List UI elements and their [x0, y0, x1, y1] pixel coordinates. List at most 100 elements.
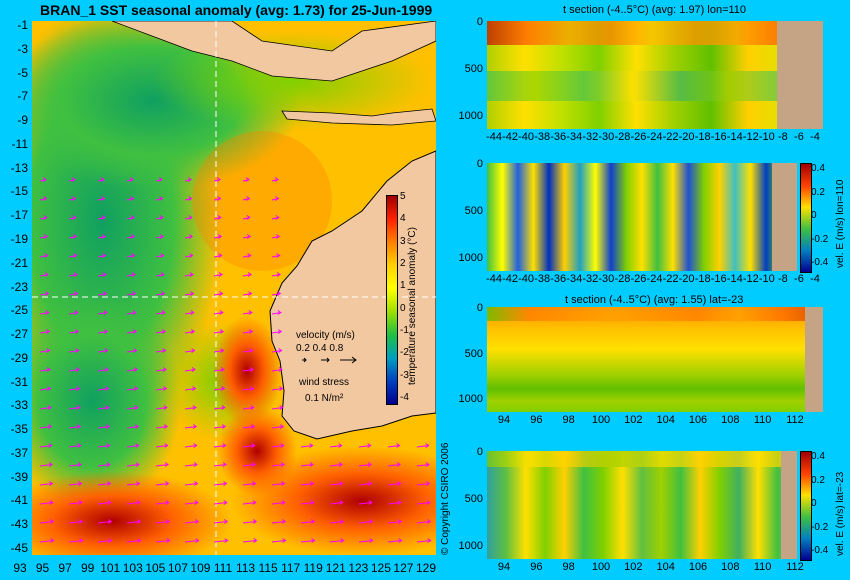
wind-arrow: [68, 272, 78, 277]
panel2-x-tick: -18: [694, 273, 711, 285]
wind-arrow: [242, 291, 253, 296]
wind-arrow: [68, 405, 81, 410]
wind-arrow: [242, 367, 254, 372]
wind-arrow: [213, 215, 222, 220]
wind-arrow: [155, 291, 166, 296]
wind-arrow: [271, 329, 283, 334]
wind-arrow: [358, 462, 372, 467]
wind-arrow: [126, 519, 142, 524]
wind-arrow: [97, 177, 105, 182]
map-lat-tick: -17: [10, 208, 28, 223]
panel3-t-section-lat-23[interactable]: [487, 307, 823, 412]
panel3-x-tick: 100: [591, 414, 611, 426]
panel4-land: [781, 451, 797, 559]
map-lat-tick: -7: [17, 89, 28, 104]
wind-arrow: [97, 196, 106, 201]
wind-arrow: [213, 272, 223, 277]
wind-arrow: [242, 234, 252, 239]
wind-arrow: [155, 424, 169, 429]
panel2-y-tick: 0: [476, 158, 483, 170]
panel2-x-tick: -22: [662, 273, 679, 285]
panel1-title: t section (-4..5°C) (avg: 1.97) lon=110: [563, 4, 747, 16]
panel2-x-tick: -38: [534, 273, 551, 285]
wind-arrow: [271, 367, 283, 372]
wind-arrow: [213, 253, 223, 258]
wind-arrow: [68, 329, 80, 334]
wind-arrow: [126, 538, 142, 543]
map-lat-tick: -43: [10, 517, 28, 532]
wind-arrow: [387, 462, 401, 467]
map-lat-tick: -31: [10, 374, 28, 389]
wind-arrow: [242, 519, 258, 524]
wind-arrow: [97, 386, 110, 391]
wind-arrow: [300, 462, 314, 467]
wind-arrow: [242, 310, 253, 315]
map-lat-tick: -9: [17, 113, 28, 128]
wind-arrow: [68, 519, 84, 524]
panel4-x-tick: 106: [688, 561, 708, 573]
wind-arrow: [155, 196, 164, 201]
wind-arrow: [184, 386, 197, 391]
wind-arrow: [271, 215, 280, 220]
wind-arrow: [416, 519, 432, 524]
panel4-colorbar: [800, 451, 812, 561]
wind-arrow: [271, 405, 284, 410]
velocity-legend-arrows: [302, 356, 357, 364]
wind-arrow: [213, 329, 225, 334]
wind-arrow: [39, 519, 55, 524]
panel3-x-tick: 98: [562, 414, 575, 426]
wind-arrow: [358, 481, 373, 486]
panel2-x-tick: -16: [710, 273, 727, 285]
map-lon-tick: 119: [303, 561, 323, 575]
wind-arrow: [68, 215, 77, 220]
wind-arrow: [39, 386, 52, 391]
wind-arrow: [126, 329, 138, 334]
wind-arrow: [126, 405, 139, 410]
map-lat-tick: -35: [10, 422, 28, 437]
panel2-colorbar-tick: 0.2: [811, 186, 825, 198]
wind-arrow: [97, 500, 112, 505]
wind-arrow: [300, 443, 314, 448]
wind-arrow: [329, 443, 343, 448]
wind-arrow: [213, 462, 227, 467]
map-lat-tick: -3: [17, 41, 28, 56]
wind-arrow: [39, 367, 51, 372]
wind-arrow: [416, 538, 432, 543]
wind-arrow: [184, 234, 194, 239]
wind-arrow: [213, 291, 224, 296]
wind-arrow: [155, 177, 163, 182]
wind-arrow: [68, 234, 78, 239]
wind-arrow: [97, 215, 106, 220]
wind-arrow: [329, 519, 345, 524]
copyright-text: © Copyright CSIRO 2006: [440, 442, 451, 555]
wind-arrow: [39, 215, 48, 220]
panel4-vel-section-lat-23[interactable]: [487, 451, 797, 559]
panel2-x-tick: -20: [678, 273, 695, 285]
wind-legend-label: wind stress: [299, 377, 350, 388]
panel1-t-section-lon110[interactable]: [487, 21, 823, 129]
panel2-vel-section-lon110[interactable]: [487, 163, 797, 271]
wind-arrow: [242, 462, 256, 467]
wind-arrow: [184, 177, 192, 182]
wind-arrow: [155, 405, 168, 410]
wind-arrow: [416, 443, 430, 448]
wind-arrow: [184, 310, 195, 315]
wind-arrow: [387, 500, 402, 505]
map-lon-tick: 95: [35, 561, 50, 575]
wind-arrow: [242, 329, 254, 334]
wind-arrow: [39, 253, 49, 258]
wind-arrow: [184, 481, 199, 486]
wind-arrow: [39, 310, 50, 315]
panel3-land: [805, 307, 823, 412]
wind-arrow: [68, 386, 81, 391]
map-lat-tick: -23: [10, 279, 28, 294]
wind-arrow: [97, 310, 108, 315]
map-lon-tick: 97: [58, 561, 72, 575]
wind-arrow: [184, 291, 195, 296]
panel3-x-tick: 104: [656, 414, 675, 426]
map-lon-tick: 103: [122, 561, 143, 575]
map-lat-tick: -21: [10, 255, 28, 270]
wind-arrow: [416, 481, 431, 486]
sst-anomaly-map[interactable]: [32, 21, 436, 555]
panel1-x-tick: -28: [614, 131, 631, 143]
